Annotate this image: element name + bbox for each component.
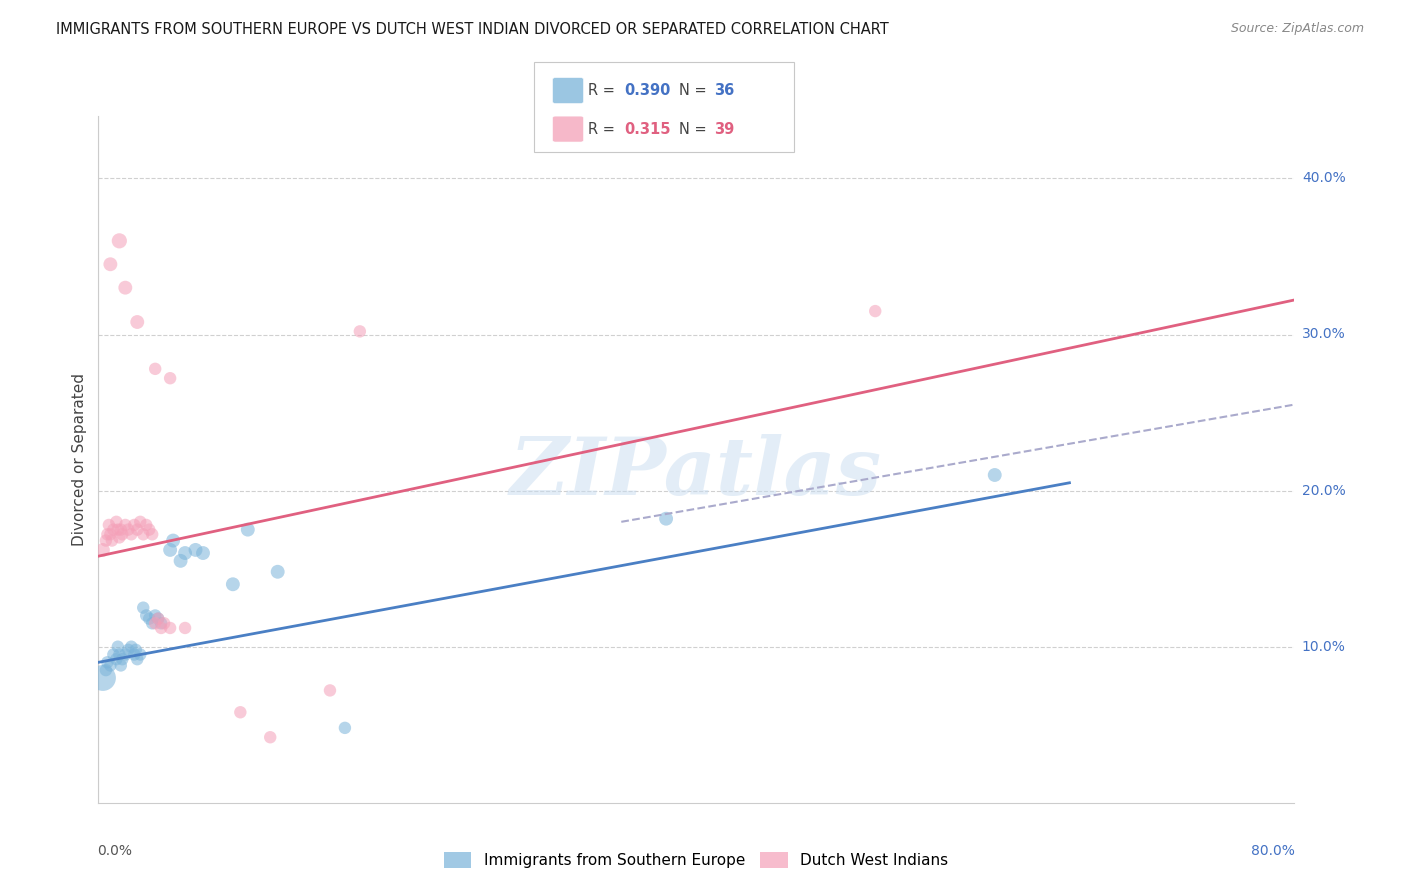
Point [97, 517, 120, 532]
Point [91, 542, 114, 557]
Point [96, 527, 118, 541]
Point [138, 612, 160, 626]
Text: 39: 39 [714, 122, 734, 137]
Point [103, 523, 125, 537]
Point [143, 362, 166, 376]
Point [983, 467, 1005, 482]
Point [96, 655, 118, 669]
Point [159, 371, 181, 385]
Point [162, 533, 184, 548]
Point [259, 730, 281, 744]
Text: 0.0%: 0.0% [97, 844, 132, 858]
Text: 20.0%: 20.0% [1302, 483, 1346, 498]
Point [129, 648, 152, 662]
Point [141, 616, 163, 631]
Point [143, 608, 166, 623]
Point [169, 554, 191, 568]
Text: R =: R = [588, 122, 619, 137]
Point [111, 652, 134, 666]
Text: 30.0%: 30.0% [1302, 327, 1346, 342]
Text: IMMIGRANTS FROM SOUTHERN EUROPE VS DUTCH WEST INDIAN DIVORCED OR SEPARATED CORRE: IMMIGRANTS FROM SOUTHERN EUROPE VS DUTCH… [56, 22, 889, 37]
Point [98, 658, 122, 673]
Point [174, 621, 197, 635]
Point [114, 648, 136, 662]
Point [117, 642, 139, 657]
Point [236, 523, 259, 537]
Text: 80.0%: 80.0% [1251, 844, 1295, 858]
Text: 36: 36 [714, 84, 734, 98]
Point [143, 616, 166, 631]
Point [132, 527, 155, 541]
Point [191, 546, 214, 560]
Point [127, 523, 149, 537]
Text: 0.390: 0.390 [624, 84, 671, 98]
Text: 0.315: 0.315 [624, 122, 671, 137]
Point [94, 663, 117, 677]
Text: N =: N = [679, 84, 711, 98]
Point [148, 612, 170, 626]
Point [110, 523, 132, 537]
Point [333, 721, 356, 735]
Text: R =: R = [588, 84, 619, 98]
Point [98, 527, 122, 541]
Point [114, 517, 136, 532]
Point [124, 648, 146, 662]
Point [125, 642, 148, 657]
Point [865, 304, 887, 318]
Point [110, 658, 132, 673]
Point [108, 648, 131, 662]
Point [120, 527, 142, 541]
Point [107, 640, 129, 654]
Point [127, 315, 149, 329]
Text: 10.0%: 10.0% [1302, 640, 1346, 654]
Point [141, 527, 163, 541]
Point [153, 616, 176, 631]
Point [98, 257, 122, 271]
Point [124, 517, 146, 532]
Point [105, 652, 128, 666]
Point [159, 542, 181, 557]
Point [117, 523, 139, 537]
Point [114, 280, 136, 294]
Point [159, 621, 181, 635]
Point [150, 621, 173, 635]
Point [91, 671, 114, 685]
Point [138, 523, 160, 537]
Point [111, 527, 134, 541]
Point [229, 705, 252, 719]
Point [184, 542, 207, 557]
Text: Source: ZipAtlas.com: Source: ZipAtlas.com [1230, 22, 1364, 36]
Point [108, 530, 131, 544]
Text: ZIPatlas: ZIPatlas [510, 434, 882, 512]
Text: N =: N = [679, 122, 711, 137]
Point [108, 234, 131, 248]
Point [129, 515, 152, 529]
Point [174, 546, 197, 560]
Point [655, 512, 678, 526]
Point [349, 325, 371, 339]
Point [127, 652, 149, 666]
Y-axis label: Divorced or Separated: Divorced or Separated [72, 373, 87, 546]
Point [107, 523, 129, 537]
Point [267, 565, 290, 579]
Legend: Immigrants from Southern Europe, Dutch West Indians: Immigrants from Southern Europe, Dutch W… [437, 846, 955, 874]
Point [319, 683, 342, 698]
Point [135, 608, 157, 623]
Text: 40.0%: 40.0% [1302, 171, 1346, 186]
Point [150, 616, 173, 631]
Point [148, 612, 170, 626]
Point [103, 648, 125, 662]
Point [105, 515, 128, 529]
Point [101, 533, 124, 548]
Point [120, 640, 142, 654]
Point [135, 517, 157, 532]
Point [222, 577, 245, 591]
Point [94, 533, 117, 548]
Point [132, 600, 155, 615]
